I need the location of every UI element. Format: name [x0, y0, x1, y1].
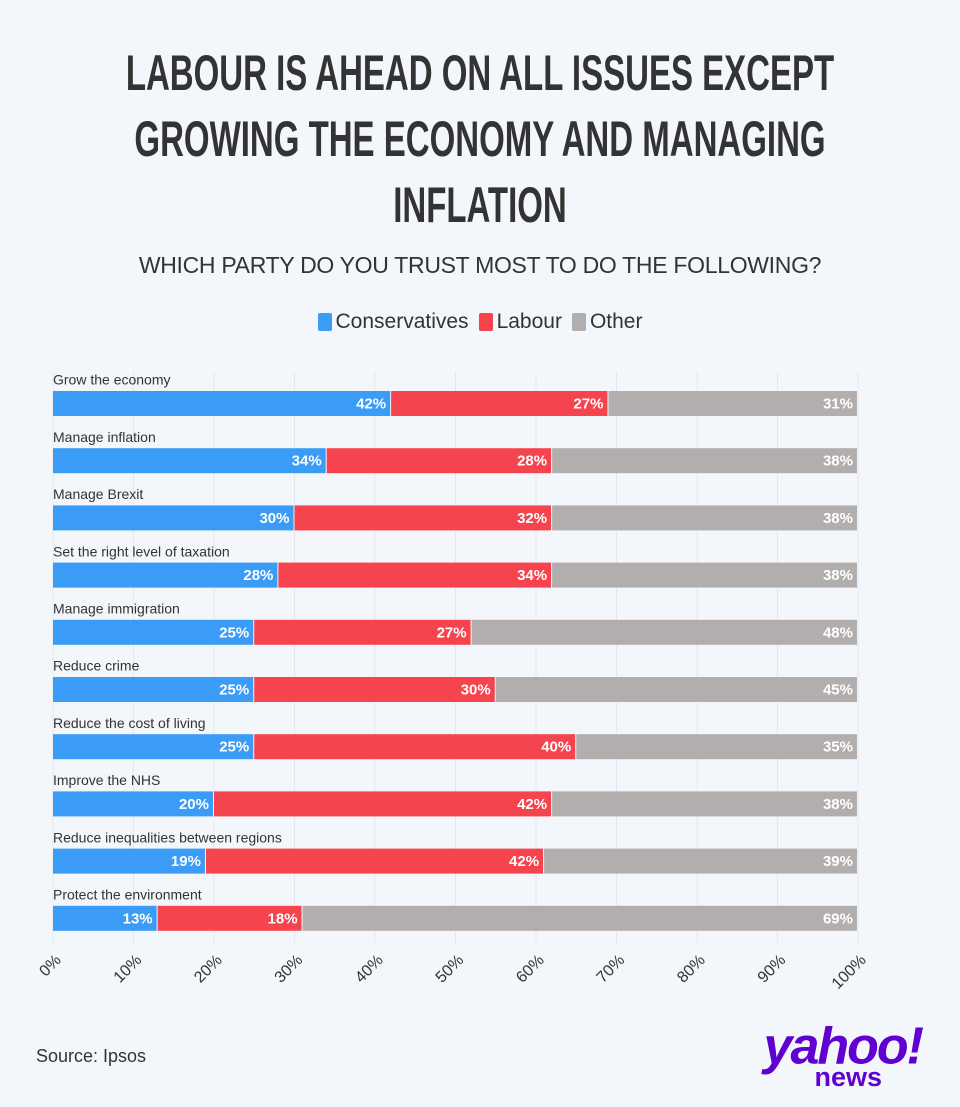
x-tick-label: 100% [829, 952, 870, 993]
bar-segment [214, 791, 552, 817]
bar-segment [157, 905, 302, 931]
category-label: Manage immigration [53, 601, 180, 617]
x-tick-label: 80% [674, 952, 709, 987]
value-label: 28% [243, 567, 273, 584]
x-tick-label: 90% [755, 952, 790, 987]
bar-segment [544, 848, 857, 874]
value-label: 32% [517, 510, 547, 527]
bar-segment [576, 734, 857, 760]
value-label: 38% [823, 510, 853, 527]
bar-segment [53, 391, 391, 416]
bar-segment [302, 905, 857, 931]
value-label: 48% [823, 624, 853, 641]
value-label: 38% [823, 796, 853, 813]
x-tick-label: 0% [36, 952, 64, 980]
bar-segment [53, 677, 254, 702]
value-label: 45% [823, 681, 853, 698]
value-label: 27% [573, 395, 603, 412]
value-label: 35% [823, 739, 853, 756]
bar-segment [552, 791, 857, 817]
value-label: 39% [823, 853, 853, 870]
bar-segment [53, 562, 278, 588]
x-tick-label: 10% [111, 952, 146, 987]
category-label: Grow the economy [53, 372, 171, 388]
bar-segment [53, 734, 254, 760]
logo-brand: yahoo! [761, 1018, 924, 1076]
value-label: 13% [123, 910, 153, 927]
chart-subtitle: WHICH PARTY DO YOU TRUST MOST TO DO THE … [138, 252, 822, 278]
legend-item: Conservatives [317, 310, 469, 334]
bar-segment [552, 448, 857, 474]
bar-segment [294, 505, 552, 531]
value-label: 25% [219, 739, 249, 756]
bar-segment [471, 619, 857, 645]
category-label: Manage inflation [53, 429, 156, 445]
category-label: Set the right level of taxation [53, 543, 230, 559]
value-label: 38% [823, 567, 853, 584]
value-label: 30% [259, 510, 289, 527]
bar-segment [254, 619, 471, 645]
x-tick-label: 70% [594, 952, 629, 987]
category-label: Reduce the cost of living [53, 715, 206, 731]
category-label: Improve the NHS [53, 772, 160, 788]
value-label: 34% [517, 567, 547, 584]
value-label: 30% [461, 681, 491, 698]
bar-segment [254, 734, 576, 760]
bar-segment [53, 505, 294, 531]
legend-label: Conservatives [335, 310, 469, 333]
value-label: 42% [356, 395, 386, 412]
legend-label: Labour [496, 310, 562, 333]
source: Source: Ipsos [36, 1046, 146, 1066]
value-label: 42% [509, 853, 539, 870]
category-label: Reduce inequalities between regions [53, 829, 282, 845]
value-label: 40% [541, 739, 571, 756]
value-label: 34% [292, 453, 322, 470]
bar-segment [53, 848, 205, 874]
legend-item: Labour [478, 310, 562, 334]
value-label: 28% [517, 453, 547, 470]
x-tick-label: 30% [272, 952, 307, 987]
value-label: 25% [219, 624, 249, 641]
legend-swatch [478, 313, 493, 331]
value-label: 19% [171, 853, 201, 870]
value-label: 18% [268, 910, 298, 927]
chart-title: LABOUR IS AHEAD ON ALL ISSUES EXCEPT GRO… [125, 45, 835, 233]
logo-sub: news [814, 1062, 882, 1092]
bar-segment [53, 448, 326, 474]
x-tick-label: 40% [352, 952, 387, 987]
legend-swatch [317, 313, 332, 331]
value-label: 20% [179, 796, 209, 813]
bar-segment [391, 391, 608, 416]
x-tick-label: 20% [191, 952, 226, 987]
bar-segment [326, 448, 552, 474]
bar-segment [552, 505, 857, 531]
bar-segment [608, 391, 857, 416]
value-label: 27% [437, 624, 467, 641]
bar-segment [53, 905, 157, 931]
x-tick-label: 60% [513, 952, 548, 987]
x-tick-label: 50% [433, 952, 468, 987]
legend-item: Other [571, 310, 643, 334]
bar-segment [53, 791, 213, 817]
bar-segment [53, 619, 254, 645]
category-label: Manage Brexit [53, 486, 143, 502]
value-label: 25% [219, 681, 249, 698]
value-label: 69% [823, 910, 853, 927]
bar-segment [552, 562, 857, 588]
bar-segment [205, 848, 544, 874]
category-label: Reduce crime [53, 658, 140, 674]
value-label: 42% [517, 796, 547, 813]
bar-segment [495, 677, 857, 702]
category-label: Protect the environment [53, 887, 202, 903]
bar-segment [254, 677, 495, 702]
legend-label: Other [589, 310, 643, 333]
legend-swatch [571, 313, 586, 331]
value-label: 31% [823, 395, 853, 412]
legend: Conservatives Labour Other [0, 310, 960, 334]
value-label: 38% [823, 453, 853, 470]
bar-segment [278, 562, 552, 588]
